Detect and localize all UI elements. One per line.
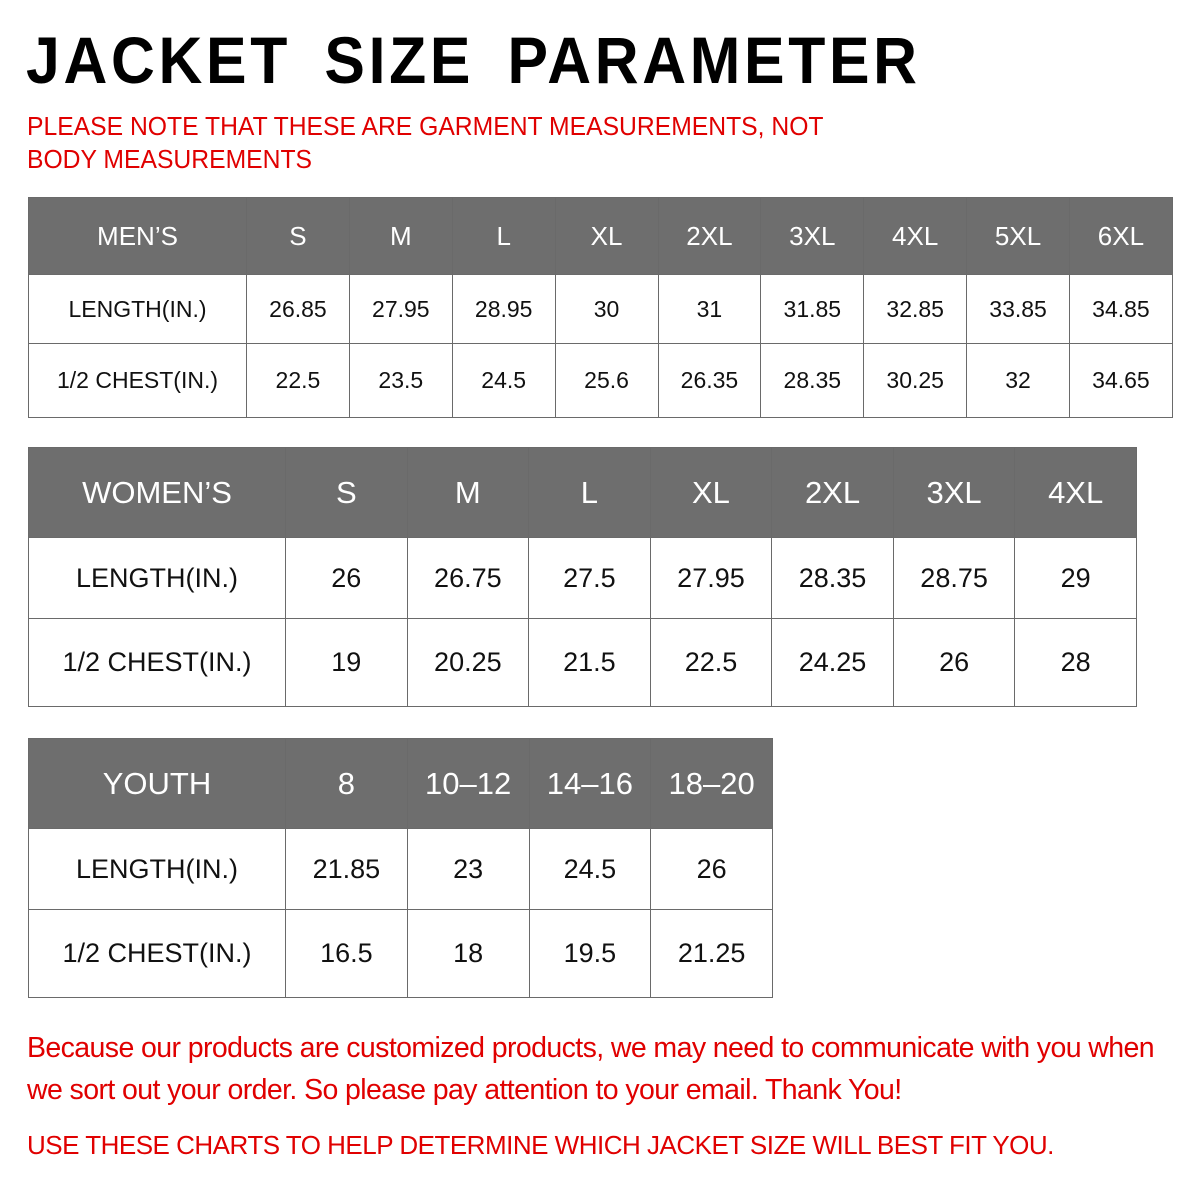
measurement-value: 27.95 <box>348 274 453 344</box>
size-header: 3XL <box>892 447 1016 538</box>
size-header: M <box>406 447 530 538</box>
measurement-value: 16.5 <box>285 909 408 998</box>
measurement-value: 24.25 <box>771 618 894 707</box>
measurement-value: 33.85 <box>966 274 1070 344</box>
measurement-value: 28.95 <box>451 274 556 344</box>
size-header: 8 <box>285 738 408 829</box>
size-header: 2XL <box>771 447 894 538</box>
measurement-value: 34.65 <box>1069 343 1173 418</box>
measurement-value: 29 <box>1014 537 1137 619</box>
size-header: 10–12 <box>406 738 530 829</box>
measurement-value: 25.6 <box>554 343 659 418</box>
table-row: 1/2 CHEST(IN.) 19 20.25 21.5 22.5 24.25 26 28 <box>28 618 1137 707</box>
page-title: JACKET SIZE PARAMETER <box>26 23 921 97</box>
youth-size-table: YOUTH 8 10–12 14–16 18–20 LENGTH(IN.) 21.85 23 2… <box>28 738 773 998</box>
header-row: YOUTH 8 10–12 14–16 18–20 <box>28 738 773 829</box>
measurement-value: 19 <box>285 618 408 707</box>
measurement-value: 32 <box>966 343 1070 418</box>
size-header: XL <box>554 197 659 275</box>
measurement-value: 31 <box>657 274 762 344</box>
measurement-value: 32.85 <box>863 274 968 344</box>
mens-size-table: MEN’S S M L XL 2XL 3XL 4XL 5XL 6XL LENGTH(IN.) 26.8… <box>28 197 1173 418</box>
customization-notice: Because our products are customized prod… <box>27 1032 1155 1106</box>
size-header: 3XL <box>760 197 865 275</box>
size-header: L <box>451 197 556 275</box>
size-header: L <box>528 447 651 538</box>
measurement-label: LENGTH(IN.) <box>28 537 286 619</box>
size-header: S <box>285 447 408 538</box>
measurement-value: 28.35 <box>771 537 894 619</box>
measurement-value: 21.5 <box>528 618 651 707</box>
measurement-value: 20.25 <box>406 618 530 707</box>
measurement-value: 22.5 <box>649 618 773 707</box>
size-header: 2XL <box>657 197 762 275</box>
size-header: 14–16 <box>528 738 652 829</box>
table-row: LENGTH(IN.) 26.85 27.95 28.95 30 31 31.85 32.85… <box>28 274 1173 344</box>
measurement-value: 26.35 <box>657 343 762 418</box>
size-header: 5XL <box>966 197 1070 275</box>
measurement-label: 1/2 CHEST(IN.) <box>28 618 286 707</box>
measurement-value: 28 <box>1014 618 1137 707</box>
measurement-label: 1/2 CHEST(IN.) <box>28 343 247 418</box>
header-row: WOMEN’S S M L XL 2XL 3XL 4XL <box>28 447 1137 538</box>
measurement-value: 23.5 <box>348 343 453 418</box>
table-row: LENGTH(IN.) 26 26.75 27.5 27.95 28.35 28.75 29 <box>28 537 1137 619</box>
table-category-header: MEN’S <box>28 197 247 275</box>
measurement-value: 30 <box>554 274 659 344</box>
measurement-value: 23 <box>406 828 530 910</box>
measurement-value: 28.35 <box>760 343 865 418</box>
measurement-value: 26 <box>285 537 408 619</box>
size-header: S <box>246 197 350 275</box>
measurement-value: 22.5 <box>246 343 350 418</box>
size-header: M <box>348 197 453 275</box>
measurement-value: 21.25 <box>650 909 773 998</box>
size-header: 4XL <box>863 197 968 275</box>
table-category-header: YOUTH <box>28 738 286 829</box>
table-row: LENGTH(IN.) 21.85 23 24.5 26 <box>28 828 773 910</box>
measurement-label: LENGTH(IN.) <box>28 828 286 910</box>
header-row: MEN’S S M L XL 2XL 3XL 4XL 5XL 6XL <box>28 197 1173 275</box>
measurement-value: 28.75 <box>892 537 1016 619</box>
measurement-value: 19.5 <box>528 909 652 998</box>
size-header: 4XL <box>1014 447 1137 538</box>
size-header: XL <box>649 447 773 538</box>
measurement-value: 26.85 <box>246 274 350 344</box>
measurement-value: 30.25 <box>863 343 968 418</box>
table-row: 1/2 CHEST(IN.) 22.5 23.5 24.5 25.6 26.35 28.35… <box>28 343 1173 418</box>
measurement-value: 34.85 <box>1069 274 1173 344</box>
measurement-value: 26 <box>892 618 1016 707</box>
measurement-value: 27.95 <box>649 537 773 619</box>
womens-size-table: WOMEN’S S M L XL 2XL 3XL 4XL LENGTH(IN.) 26 26.75 2… <box>28 447 1137 707</box>
measurement-value: 26.75 <box>406 537 530 619</box>
measurement-value: 21.85 <box>285 828 408 910</box>
measurement-value: 31.85 <box>760 274 865 344</box>
size-chart-footer: USE THESE CHARTS TO HELP DETERMINE WHICH… <box>27 1130 1054 1160</box>
size-header: 18–20 <box>650 738 773 829</box>
measurement-value: 24.5 <box>451 343 556 418</box>
measurement-label: LENGTH(IN.) <box>28 274 247 344</box>
measurement-value: 26 <box>650 828 773 910</box>
measurement-label: 1/2 CHEST(IN.) <box>28 909 286 998</box>
garment-note: PLEASE NOTE THAT THESE ARE GARMENT MEASU… <box>27 111 824 174</box>
measurement-value: 24.5 <box>528 828 652 910</box>
table-row: 1/2 CHEST(IN.) 16.5 18 19.5 21.25 <box>28 909 773 998</box>
measurement-value: 27.5 <box>528 537 651 619</box>
measurement-value: 18 <box>406 909 530 998</box>
table-category-header: WOMEN’S <box>28 447 286 538</box>
size-header: 6XL <box>1069 197 1173 275</box>
